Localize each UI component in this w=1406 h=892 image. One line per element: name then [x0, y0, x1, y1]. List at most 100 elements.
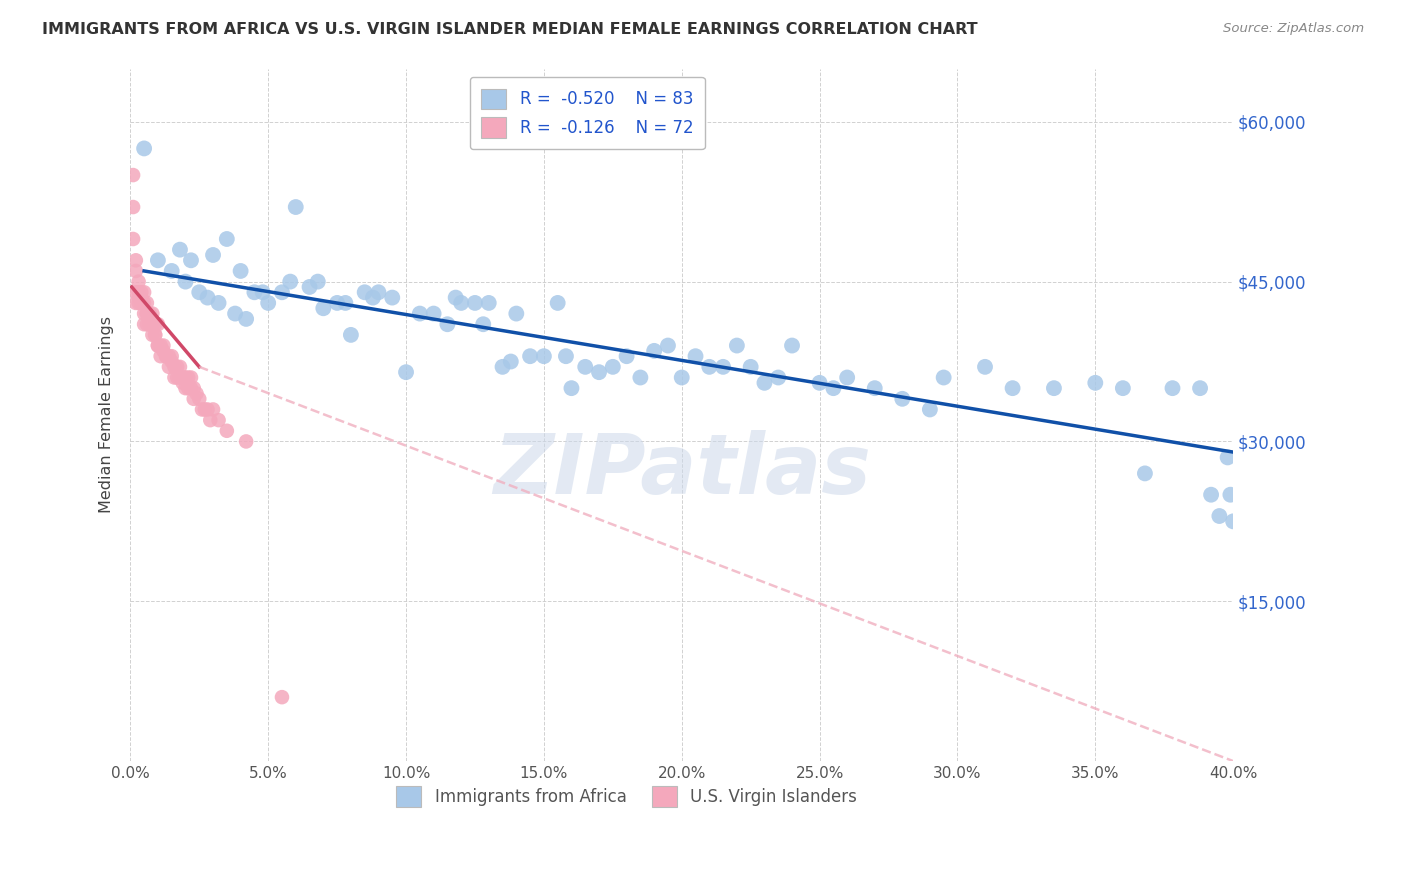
Point: [131, 296, 153, 310]
Point: [128, 296, 150, 310]
Point: [491, 359, 513, 374]
Point: [740, 359, 762, 374]
Point: [160, 349, 183, 363]
Point: [134, 296, 156, 310]
Point: [1001, 381, 1024, 395]
Point: [135, 307, 157, 321]
Point: [128, 291, 150, 305]
Point: [143, 317, 166, 331]
Point: [135, 307, 157, 321]
Point: [160, 354, 183, 368]
Point: [891, 392, 914, 406]
Point: [335, 296, 357, 310]
Y-axis label: Median Female Earnings: Median Female Earnings: [100, 317, 114, 513]
Point: [519, 349, 541, 363]
Point: [141, 307, 163, 321]
Point: [122, 200, 145, 214]
Point: [616, 349, 638, 363]
Point: [180, 370, 202, 384]
Point: [478, 296, 501, 310]
Point: [685, 349, 707, 363]
Point: [450, 296, 472, 310]
Point: [146, 253, 169, 268]
Point: [422, 307, 444, 321]
Point: [215, 232, 238, 246]
Point: [574, 359, 596, 374]
Point: [252, 285, 274, 300]
Point: [152, 338, 174, 352]
Point: [1043, 381, 1066, 395]
Text: ZIPatlas: ZIPatlas: [494, 430, 870, 511]
Point: [125, 264, 148, 278]
Point: [628, 370, 651, 384]
Point: [381, 291, 404, 305]
Point: [174, 370, 197, 384]
Point: [1133, 467, 1156, 481]
Point: [224, 307, 246, 321]
Point: [444, 291, 467, 305]
Point: [134, 141, 156, 155]
Point: [533, 349, 555, 363]
Point: [134, 285, 156, 300]
Point: [200, 413, 222, 427]
Point: [141, 317, 163, 331]
Point: [307, 275, 329, 289]
Point: [134, 307, 156, 321]
Point: [146, 338, 169, 352]
Point: [180, 381, 202, 395]
Point: [1219, 488, 1241, 502]
Point: [312, 301, 335, 316]
Point: [298, 280, 321, 294]
Point: [172, 370, 194, 384]
Point: [183, 381, 205, 395]
Point: [131, 291, 153, 305]
Point: [780, 338, 803, 352]
Point: [974, 359, 997, 374]
Point: [188, 285, 211, 300]
Point: [235, 434, 257, 449]
Point: [135, 317, 157, 331]
Point: [353, 285, 375, 300]
Point: [157, 359, 180, 374]
Point: [1112, 381, 1135, 395]
Point: [1199, 488, 1222, 502]
Point: [499, 354, 522, 368]
Point: [131, 285, 153, 300]
Point: [932, 370, 955, 384]
Point: [560, 381, 582, 395]
Point: [146, 338, 169, 352]
Point: [1216, 450, 1239, 465]
Point: [754, 376, 776, 390]
Point: [163, 370, 186, 384]
Point: [149, 349, 172, 363]
Point: [1208, 508, 1230, 523]
Point: [271, 285, 294, 300]
Text: IMMIGRANTS FROM AFRICA VS U.S. VIRGIN ISLANDER MEDIAN FEMALE EARNINGS CORRELATIO: IMMIGRANTS FROM AFRICA VS U.S. VIRGIN IS…: [42, 22, 977, 37]
Point: [207, 413, 229, 427]
Point: [808, 376, 831, 390]
Point: [547, 296, 569, 310]
Point: [157, 349, 180, 363]
Point: [243, 285, 266, 300]
Point: [134, 317, 156, 331]
Point: [472, 317, 495, 331]
Point: [169, 370, 191, 384]
Point: [643, 343, 665, 358]
Point: [177, 381, 200, 395]
Point: [284, 200, 307, 214]
Point: [711, 359, 734, 374]
Point: [125, 285, 148, 300]
Point: [863, 381, 886, 395]
Point: [131, 296, 153, 310]
Point: [177, 370, 200, 384]
Point: [166, 370, 188, 384]
Point: [837, 370, 859, 384]
Point: [436, 317, 458, 331]
Point: [725, 338, 748, 352]
Point: [367, 285, 389, 300]
Point: [197, 291, 219, 305]
Point: [1084, 376, 1107, 390]
Point: [166, 359, 188, 374]
Point: [174, 381, 197, 395]
Point: [160, 264, 183, 278]
